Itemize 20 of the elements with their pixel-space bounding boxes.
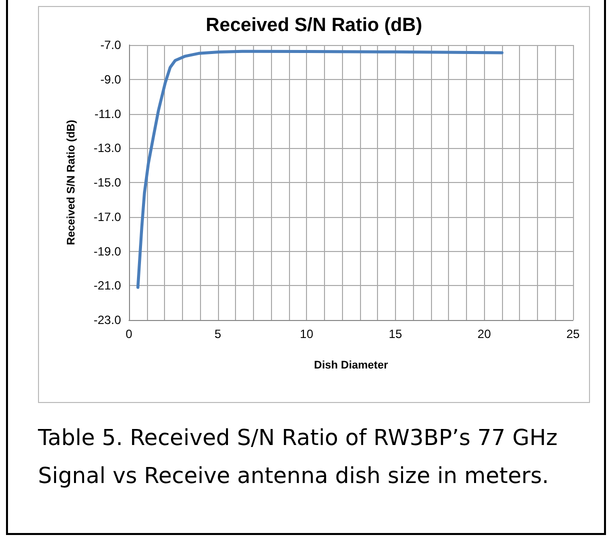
- y-tick-label: -15.0: [94, 176, 122, 190]
- caption: Table 5. Received S/N Ratio of RW3BP’s 77 GHz Signal vs Receive antenna dish size in meters.: [38, 425, 559, 491]
- y-tick-label: -13.0: [94, 141, 122, 156]
- x-tick-label: 5: [214, 327, 222, 341]
- y-tick-label: -11.0: [94, 106, 122, 121]
- x-tick-label: 20: [478, 327, 492, 341]
- chart-title: Received S/N Ratio (dB): [206, 15, 422, 36]
- y-tick-label: -9.0: [100, 72, 122, 86]
- line-series: [136, 50, 504, 289]
- x-tick-label: 10: [300, 327, 314, 341]
- y-tick-label: -21.0: [94, 278, 122, 293]
- y-axis-title: Received S/N Ratio (dB): [66, 120, 78, 246]
- x-tick-label: 0: [126, 327, 133, 341]
- y-tick-label: -17.0: [94, 210, 122, 224]
- x-tick-label: 15: [388, 327, 402, 341]
- y-tick-label: -7.0: [100, 38, 122, 52]
- x-axis-title: Dish Diameter: [314, 360, 389, 372]
- y-tick-label: -23.0: [94, 313, 122, 327]
- x-tick-label: 25: [566, 327, 580, 341]
- y-tick-label: -19.0: [94, 244, 122, 258]
